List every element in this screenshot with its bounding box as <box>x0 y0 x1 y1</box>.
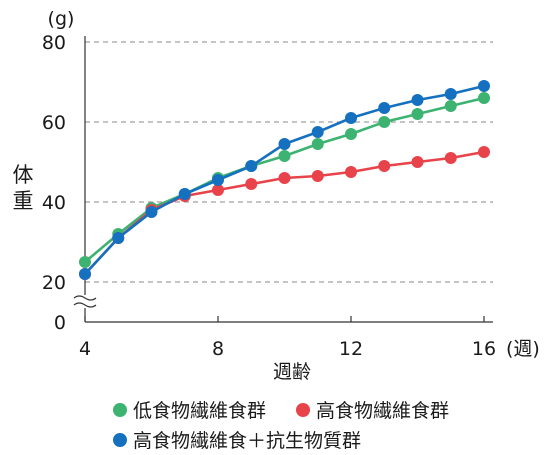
y-tick-label-60: 60 <box>42 112 66 134</box>
data-point-high-fiber-antibiotic <box>178 188 191 200</box>
y-tick-label-20: 20 <box>42 272 66 294</box>
data-point-high-fiber-antibiotic <box>245 160 258 172</box>
data-point-low-fiber <box>345 128 357 140</box>
legend-marker-high-fiber <box>296 402 311 417</box>
data-point-high-fiber-antibiotic <box>278 138 291 150</box>
data-point-low-fiber <box>311 138 324 150</box>
data-point-low-fiber <box>444 100 457 112</box>
y-tick-label-0: 0 <box>54 312 66 334</box>
data-point-low-fiber <box>79 256 91 268</box>
data-point-high-fiber-antibiotic <box>411 94 424 106</box>
y-tick-label-40: 40 <box>42 192 66 214</box>
data-point-high-fiber-antibiotic <box>212 174 224 186</box>
legend-row-2: 高食物繊維食＋抗生物質群 <box>113 426 391 453</box>
axis-break-mark-1 <box>73 295 97 301</box>
x-axis-unit-label: (週) <box>506 338 540 360</box>
tick-layer: 0 20 40 60 80 4 8 12 16 <box>42 32 496 360</box>
data-point-high-fiber <box>311 170 324 182</box>
data-point-high-fiber-antibiotic <box>145 206 158 218</box>
data-point-high-fiber <box>478 146 490 158</box>
y-axis-label-char: 体 <box>13 163 34 187</box>
data-point-high-fiber <box>212 184 224 196</box>
series-layer <box>79 80 490 280</box>
legend-label-high-fiber: 高食物繊維食群 <box>316 400 450 422</box>
legend-label-high-fiber-antibiotic: 高食物繊維食＋抗生物質群 <box>133 430 362 452</box>
legend-item-high-fiber: 高食物繊維食群 <box>296 396 449 423</box>
data-point-high-fiber <box>444 152 457 164</box>
data-point-low-fiber <box>278 150 291 162</box>
legend-row-1: 低食物繊維食群 高食物繊維食群 <box>113 396 479 423</box>
grid-layer <box>85 41 493 283</box>
data-point-high-fiber-antibiotic <box>444 88 457 100</box>
data-point-high-fiber-antibiotic <box>311 126 324 138</box>
data-point-high-fiber <box>378 160 391 172</box>
legend-marker-high-fiber-antibiotic <box>113 432 127 447</box>
legend-item-high-fiber-antibiotic: 高食物繊維食＋抗生物質群 <box>113 426 361 453</box>
y-axis-unit-label: (g) <box>48 8 75 30</box>
x-tick-label-4: 4 <box>79 338 91 360</box>
line-chart-svg: 0 20 40 60 80 4 8 12 16 (g) (週) 週齢 体重 <box>13 8 540 383</box>
data-point-high-fiber-antibiotic <box>345 112 357 124</box>
x-tick-label-8: 8 <box>212 338 224 360</box>
x-tick-label-16: 16 <box>472 338 496 360</box>
legend-item-low-fiber: 低食物繊維食群 <box>113 396 266 423</box>
data-point-high-fiber <box>278 172 291 184</box>
x-tick-label-12: 12 <box>339 338 363 360</box>
data-point-high-fiber <box>245 178 258 190</box>
data-point-high-fiber-antibiotic <box>112 232 125 244</box>
y-axis-label-char: 重 <box>13 189 34 213</box>
data-point-high-fiber <box>411 156 424 168</box>
axis-break-mark-2 <box>73 302 97 308</box>
x-axis-label: 週齢 <box>273 361 311 383</box>
y-tick-label-80: 80 <box>42 32 66 54</box>
data-point-high-fiber-antibiotic <box>378 102 391 114</box>
data-point-high-fiber-antibiotic <box>79 268 91 280</box>
data-point-low-fiber <box>378 116 391 128</box>
data-point-high-fiber <box>345 166 357 178</box>
axis-layer <box>73 36 493 323</box>
data-point-low-fiber <box>411 108 424 120</box>
legend-label-low-fiber: 低食物繊維食群 <box>133 400 267 422</box>
data-point-high-fiber-antibiotic <box>478 80 490 92</box>
y-axis-label: 体重 <box>13 163 34 213</box>
data-point-low-fiber <box>478 92 490 104</box>
legend-marker-low-fiber <box>113 402 127 417</box>
